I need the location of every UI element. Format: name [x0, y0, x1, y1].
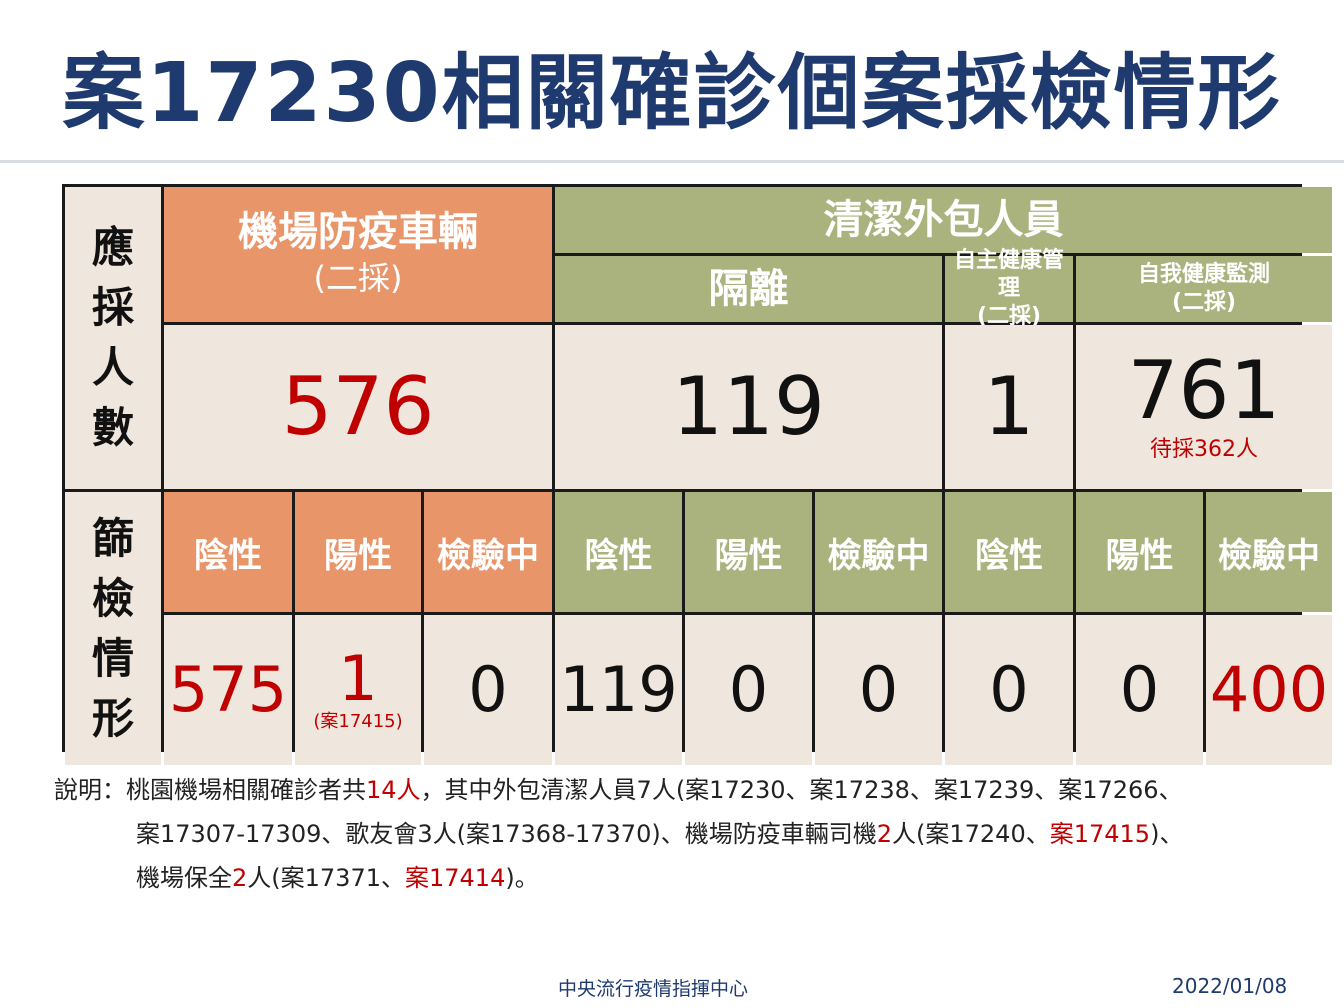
result-case-note: (案17415) — [313, 711, 403, 732]
row-label-char: 人 — [91, 343, 134, 392]
row-label-char: 數 — [91, 403, 134, 452]
result-cell: 0 — [424, 615, 552, 765]
result-cell: 0 — [1076, 615, 1203, 765]
description-segment: 桃園機場相關確診者共 — [126, 776, 366, 804]
col-header: 檢驗中 — [1206, 492, 1332, 612]
count-airport: 576 — [164, 325, 552, 489]
description-segment: 2 — [876, 820, 892, 848]
title-divider — [0, 160, 1344, 163]
col-header: 陽性 — [295, 492, 421, 612]
result-cell: 400 — [1206, 615, 1332, 765]
row-label-char: 應 — [91, 223, 134, 272]
col-header: 陽性 — [1076, 492, 1203, 612]
description-line-1: 說明：桃園機場相關確診者共14人，其中外包清潔人員7人(案17230、案1723… — [54, 768, 1183, 812]
header-self-management-sub: (二採) — [976, 304, 1042, 329]
col-header: 陰性 — [555, 492, 682, 612]
description-segment: 案17414 — [405, 864, 506, 892]
header-self-management-title: 自主健康管理 — [953, 248, 1064, 301]
description-line-2: 案17307-17309、歌友會3人(案17368-17370)、機場防疫車輛司… — [54, 812, 1183, 856]
result-cell: 119 — [555, 615, 682, 765]
description-segment: 2 — [232, 864, 248, 892]
description-segment: 人(案17371、 — [247, 864, 405, 892]
count-self-monitoring: 761 待採362人 — [1076, 325, 1332, 489]
description-line-3: 機場保全2人(案17371、案17414)。 — [54, 856, 1183, 900]
description-segment: ，其中外包清潔人員7人(案17230、案17238、案17239、案17266、 — [420, 776, 1183, 804]
header-cleaning-staff: 清潔外包人員 — [555, 187, 1332, 253]
row-label-char: 採 — [91, 283, 134, 332]
header-self-monitoring-title: 自我健康監測 — [1137, 262, 1270, 287]
result-cell: 575 — [164, 615, 292, 765]
col-header: 檢驗中 — [424, 492, 552, 612]
description-segment: )、 — [1150, 820, 1184, 848]
header-self-monitoring-sub: (二採) — [1171, 290, 1237, 315]
col-header: 陰性 — [164, 492, 292, 612]
result-cell: 0 — [685, 615, 812, 765]
count-self-management: 1 — [945, 325, 1073, 489]
header-airport-title: 機場防疫車輛 — [238, 208, 478, 255]
page-title: 案17230相關確診個案採檢情形 — [62, 46, 1282, 141]
footer-date: 2022/01/08 — [1172, 974, 1288, 998]
col-header: 陰性 — [945, 492, 1073, 612]
count-self-monitoring-value: 761 — [1127, 344, 1281, 437]
description-segment: )。 — [505, 864, 539, 892]
row-label-char: 篩 — [91, 513, 134, 563]
row-label-required: 應 採 人 數 — [65, 187, 161, 489]
result-value: 1 — [338, 642, 378, 715]
header-airport-vehicles: 機場防疫車輛 (二採) — [164, 187, 552, 322]
header-self-management: 自主健康管理 (二採) — [945, 248, 1073, 329]
header-self-monitoring: 自我健康監測 (二採) — [1076, 256, 1332, 322]
description-segment: 人(案17240、 — [892, 820, 1050, 848]
row-label-char: 形 — [91, 693, 134, 743]
pending-note: 待採362人 — [1150, 437, 1258, 462]
row-label-char: 情 — [91, 633, 134, 683]
result-cell: 0 — [945, 615, 1073, 765]
description-segment: 案17415 — [1049, 820, 1151, 848]
row-label-char: 檢 — [91, 573, 134, 623]
col-header: 檢驗中 — [815, 492, 942, 612]
description-segment: 案17307-17309、歌友會3人(案17368-17370)、機場防疫車輛司… — [136, 820, 877, 848]
col-header: 陽性 — [685, 492, 812, 612]
header-airport-sub: (二採) — [313, 258, 403, 297]
count-isolation: 119 — [555, 325, 942, 489]
header-isolation: 隔離 — [555, 256, 942, 322]
testing-table: 應 採 人 數 機場防疫車輛 (二採) 清潔外包人員 隔離 自主健康管理 (二採… — [62, 184, 1332, 765]
row-label-screening: 篩 檢 情 形 — [65, 492, 161, 765]
result-cell: 0 — [815, 615, 942, 765]
footer-organization: 中央流行疫情指揮中心 — [558, 978, 749, 1000]
description-segment: 14人 — [366, 776, 421, 804]
description-label: 說明： — [54, 776, 126, 804]
result-cell: 1 (案17415) — [295, 615, 421, 765]
description-segment: 機場保全 — [136, 864, 232, 892]
description: 說明：桃園機場相關確診者共14人，其中外包清潔人員7人(案17230、案1723… — [54, 768, 1183, 900]
